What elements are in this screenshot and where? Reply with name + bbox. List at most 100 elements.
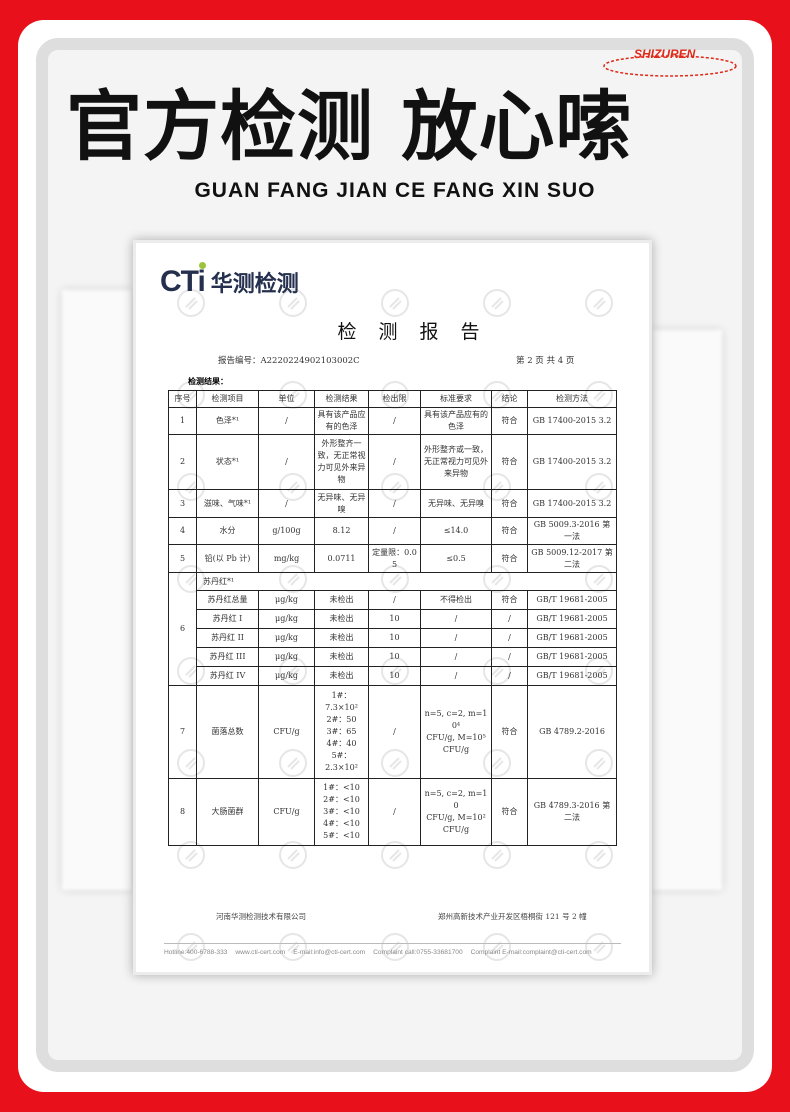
table-cell: 苏丹红 II (196, 628, 259, 648)
table-row: 1 色泽*¹ / 具有该产品应有的色泽 / 具有该产品应有的色泽 符合 GB 17400-20… (168, 407, 617, 435)
table-cell: / (420, 666, 492, 686)
table-cell: 10 (368, 609, 421, 629)
headline: 官方检测 放心嗦 (66, 82, 633, 171)
table-cell: 大肠菌群 (196, 778, 259, 846)
table-cell: GB 4789.3-2016 第二法 (527, 778, 617, 846)
table-cell: 符合 (491, 590, 528, 610)
table-cell: 10 (368, 666, 421, 686)
contact-item: Complaint call:0755-33681700 (373, 949, 463, 956)
contact-item: Complaint E-mail:complaint@cti-cert.com (470, 949, 592, 956)
table-cell: 3 (168, 489, 197, 518)
table-cell: 10 (368, 628, 421, 648)
results-table: 序号 检测项目 单位 检测结果 检出限 标准要求 结论 检测方法 1 色泽*¹ / 具有该产品应有的… (168, 390, 617, 846)
contact-item: E-mail:info@cti-cert.com (293, 949, 366, 956)
cti-watermark-icon (584, 288, 614, 318)
table-cell: n=5, c=2, m=10 CFU/g, M=10² CFU/g (420, 778, 492, 846)
table-cell: GB 17400-2015 3.2 (527, 407, 617, 435)
table-cell: ≤0.5 (420, 544, 492, 573)
table-cell: 滋味、气味*¹ (196, 489, 259, 518)
table-cell: 苏丹红 IV (196, 666, 259, 686)
table-cell: / (368, 489, 421, 518)
table-cell: GB 5009.12-2017 第二法 (527, 544, 617, 573)
table-cell: 具有该产品应有的色泽 (314, 407, 369, 435)
table-cell: 无异味、无异嗅 (420, 489, 492, 518)
cti-watermark-icon (482, 288, 512, 318)
table-row: 7 菌落总数 CFU/g 1#： 7.3×10² 2#：50 3#：65 4#：40 5#： 2.… (168, 685, 617, 779)
table-cell: GB 5009.3-2016 第一法 (527, 517, 617, 545)
table-cell: CFU/g (258, 685, 315, 779)
table-cell: GB/T 19681-2005 (527, 666, 617, 686)
table-cell: 4 (168, 517, 197, 545)
cti-watermark-icon (380, 288, 410, 318)
table-cell: 不得检出 (420, 590, 492, 610)
table-cell: μg/kg (258, 628, 315, 648)
table-cell: 色泽*¹ (196, 407, 259, 435)
subheadline: GUAN FANG JIAN CE FANG XIN SUO (194, 179, 596, 202)
table-cell: / (258, 489, 315, 518)
table-cell: / (491, 647, 528, 667)
table-cell: 0.0711 (314, 544, 369, 573)
table-cell: μg/kg (258, 609, 315, 629)
table-row: 8 大肠菌群 CFU/g 1#：<10 2#：<10 3#：<10 4#：<10 5#：<10… (168, 778, 617, 846)
table-cell: 苏丹红 I (196, 609, 259, 629)
table-row: 5 铅(以 Pb 计) mg/kg 0.0711 定量限：0.05 ≤0.5 符合 GB 50… (168, 544, 617, 573)
table-row: 3 滋味、气味*¹ / 无异味、无异嗅 / 无异味、无异嗅 符合 GB 17400-2015 … (168, 489, 617, 518)
background-document-right (652, 330, 722, 890)
table-cell: GB/T 19681-2005 (527, 628, 617, 648)
table-cell: 符合 (491, 489, 528, 518)
column-header: 检测项目 (196, 390, 259, 408)
table-cell: / (258, 407, 315, 435)
table-row: 2 状态*¹ / 外形整齐一致，无正常视力可见外来异物 / 外形整齐或一致，无正常视力可见… (168, 434, 617, 490)
table-cell: / (258, 434, 315, 490)
table-cell: / (368, 407, 421, 435)
table-cell: 7 (168, 685, 197, 779)
report-number: 报告编号：A2220224902103002C (218, 356, 360, 366)
contact-item: www.cti-cert.com (235, 949, 286, 956)
table-cell: 1#： 7.3×10² 2#：50 3#：65 4#：40 5#： 2.3×10² (314, 685, 369, 779)
test-report-page: CTi 华测检测 检 测 报 告 报告编号：A2220224902103002C… (133, 240, 652, 975)
table-cell: GB/T 19681-2005 (527, 647, 617, 667)
table-cell: 符合 (491, 685, 528, 779)
shizuren-ring-logo: SHIZUREN (603, 47, 737, 77)
table-cell: GB 17400-2015 3.2 (527, 489, 617, 518)
table-cell: / (491, 666, 528, 686)
table-cell: 符合 (491, 434, 528, 490)
table-cell: 未检出 (314, 609, 369, 629)
table-row: 6 苏丹红*¹ (168, 572, 617, 686)
column-header: 序号 (168, 390, 197, 408)
table-cell: GB/T 19681-2005 (527, 609, 617, 629)
table-cell: 未检出 (314, 628, 369, 648)
ring-text: SHIZUREN (634, 47, 696, 61)
table-cell: 10 (368, 647, 421, 667)
table-cell: GB 4789.2-2016 (527, 685, 617, 779)
table-cell: / (368, 590, 421, 610)
table-cell: 状态*¹ (196, 434, 259, 490)
footer-divider (164, 943, 621, 944)
column-header: 单位 (258, 390, 315, 408)
table-row: 苏丹红 IV μg/kg 未检出 10// GB/T 19681-2005 (169, 666, 617, 686)
background-document-left (62, 290, 132, 890)
table-cell: 符合 (491, 778, 528, 846)
table-cell: 8 (168, 778, 197, 846)
table-row: 苏丹红 II μg/kg 未检出 10// GB/T 19681-2005 (169, 628, 617, 648)
table-cell: / (491, 609, 528, 629)
table-cell: μg/kg (258, 647, 315, 667)
table-cell: / (368, 517, 421, 545)
table-cell: / (368, 685, 421, 779)
table-cell: 2 (168, 434, 197, 490)
table-cell: n=5, c=2, m=10⁴ CFU/g, M=10⁵ CFU/g (420, 685, 492, 779)
table-cell: 菌落总数 (196, 685, 259, 779)
table-cell: 外形整齐或一致，无正常视力可见外来异物 (420, 434, 492, 490)
table-cell: 5 (168, 544, 197, 573)
table-cell: μg/kg (258, 590, 315, 610)
company-address: 郑州高新技术产业开发区梧桐街 121 号 2 幢 (438, 912, 587, 921)
table-cell: 苏丹红总量 (196, 590, 259, 610)
table-cell: 符合 (491, 407, 528, 435)
table-cell: 1 (168, 407, 197, 435)
contact-item: Hotline:400-6788-333 (164, 949, 228, 956)
column-header: 检出限 (368, 390, 421, 408)
section-label: 检测结果： (188, 377, 228, 386)
table-cell: / (420, 628, 492, 648)
table-cell: 8.12 (314, 517, 369, 545)
table-cell: 水分 (196, 517, 259, 545)
